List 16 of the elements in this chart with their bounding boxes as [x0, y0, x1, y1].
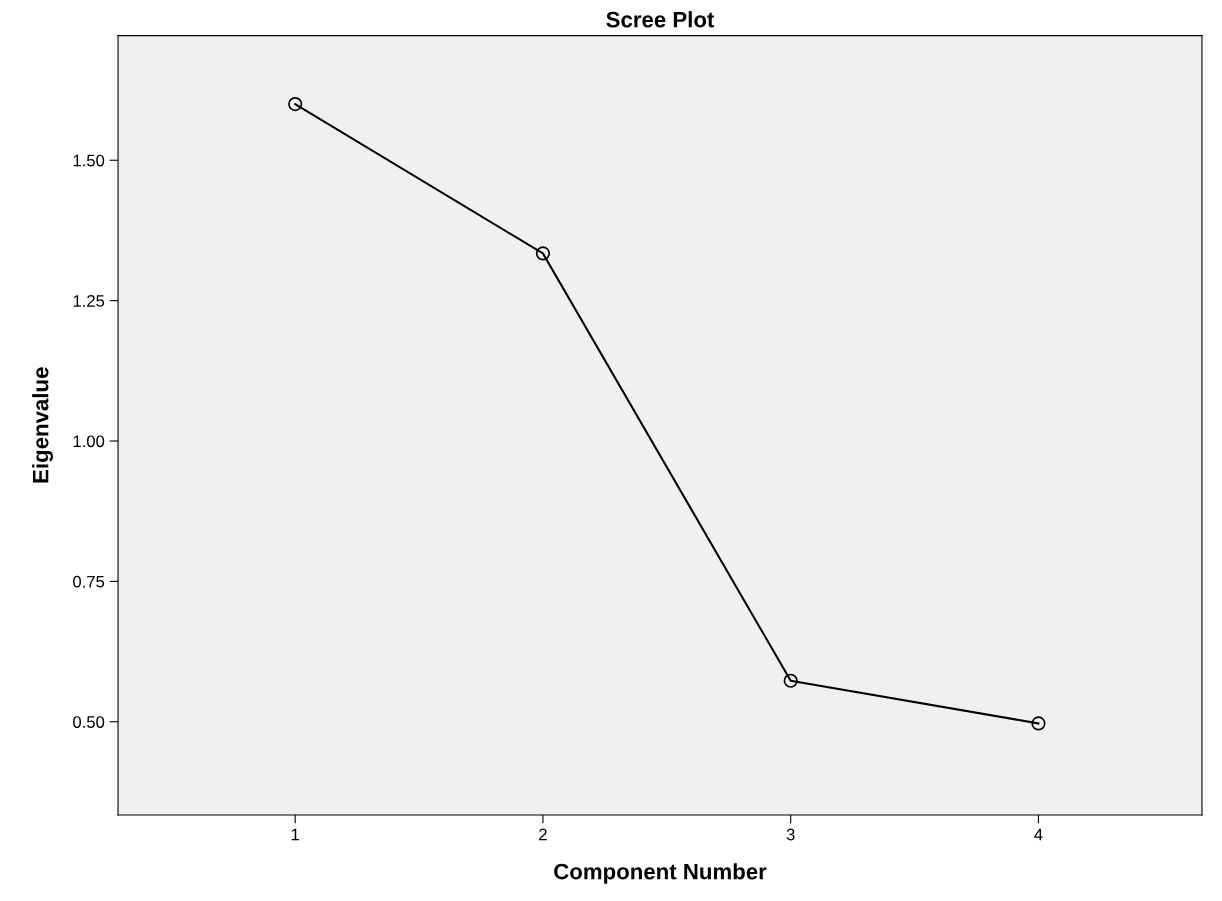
x-axis-title: Component Number — [554, 863, 767, 884]
x-tick-label: 4 — [1034, 828, 1043, 841]
y-tick-label: 1.00 — [73, 435, 105, 448]
y-tick-label: 0.75 — [73, 575, 105, 588]
y-tick-label: 1.50 — [73, 154, 105, 167]
y-tick-label: 0.50 — [73, 716, 105, 728]
chart-title: Scree Plot — [606, 11, 715, 28]
point — [288, 97, 303, 112]
point — [535, 246, 551, 261]
x-tick-label: 1 — [291, 828, 300, 841]
y-axis-title: Eigenvalue — [32, 367, 53, 483]
x-tick-label: 3 — [786, 828, 795, 841]
x-tick-label: 2 — [539, 828, 547, 841]
point — [783, 673, 798, 688]
point — [1031, 716, 1046, 731]
y-tick-label: 1.25 — [73, 295, 105, 307]
